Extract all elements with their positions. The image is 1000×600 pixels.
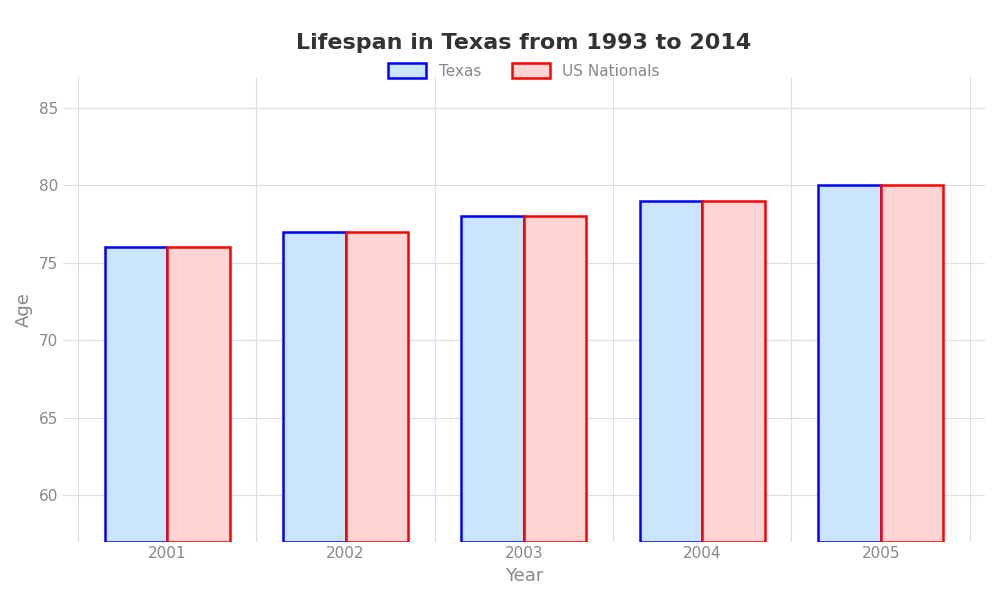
Bar bbox=[881, 185, 943, 542]
Bar bbox=[702, 201, 765, 542]
Bar bbox=[640, 201, 702, 542]
Bar bbox=[167, 247, 230, 542]
Y-axis label: Age: Age bbox=[15, 292, 33, 326]
Bar bbox=[346, 232, 408, 542]
Bar bbox=[283, 232, 346, 542]
Legend: Texas, US Nationals: Texas, US Nationals bbox=[382, 56, 666, 85]
X-axis label: Year: Year bbox=[505, 567, 543, 585]
Bar bbox=[818, 185, 881, 542]
Title: Lifespan in Texas from 1993 to 2014: Lifespan in Texas from 1993 to 2014 bbox=[296, 33, 752, 53]
Bar bbox=[524, 216, 586, 542]
Bar bbox=[105, 247, 167, 542]
Bar bbox=[461, 216, 524, 542]
